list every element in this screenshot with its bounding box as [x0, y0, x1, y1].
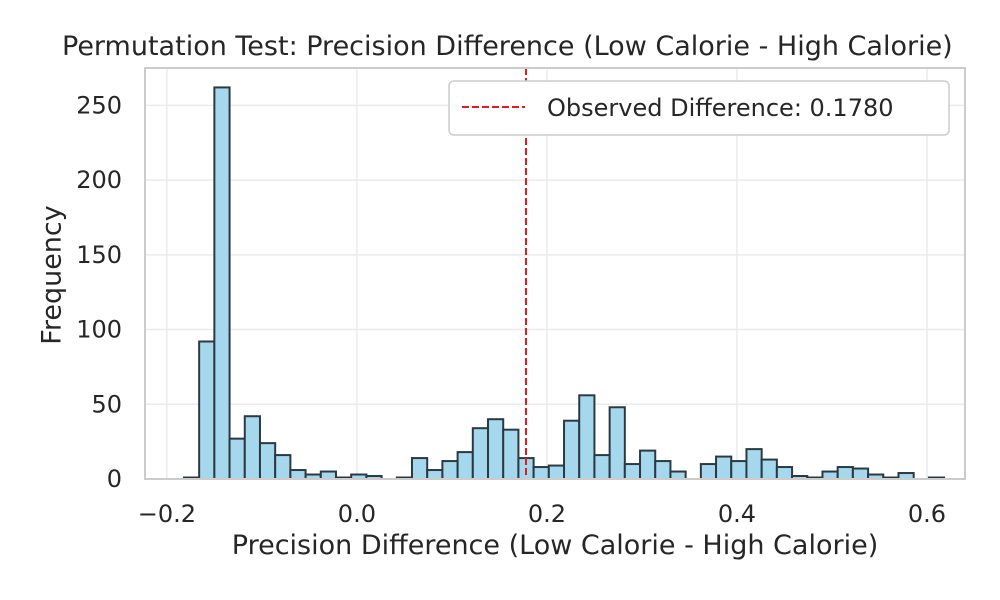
histogram-bar-42	[821, 470, 839, 481]
x-tick-label-0: −0.2	[138, 500, 196, 528]
histogram-bar-32	[669, 470, 687, 481]
histogram-bar-34	[699, 463, 718, 480]
histogram-bar-20	[487, 418, 505, 480]
y-tick-label-0: 0	[107, 465, 122, 493]
y-tick-label-1: 50	[91, 390, 122, 418]
y-tick-label-3: 150	[76, 241, 122, 269]
histogram-bar-38	[760, 458, 778, 481]
histogram-bar-15	[410, 457, 429, 480]
histogram-bar-18	[456, 451, 474, 480]
histogram-bar-4	[243, 415, 261, 481]
y-axis-ticks: 0 50 100 150 200 250	[76, 91, 122, 493]
histogram-bar-3	[228, 437, 246, 481]
plot-frame	[144, 67, 966, 480]
histogram-bar-30	[639, 449, 657, 481]
legend-box	[448, 80, 950, 136]
histogram-bar-27	[593, 454, 611, 481]
histogram-bar-31	[654, 460, 672, 481]
x-tick-label-2: 0.2	[528, 500, 566, 528]
histogram-bar-19	[471, 427, 490, 480]
histogram-bar-2	[213, 86, 231, 481]
histogram-bar-35	[715, 455, 733, 480]
chart-title: Permutation Test: Precision Difference (…	[62, 31, 953, 62]
y-tick-label-4: 200	[76, 166, 122, 194]
legend-label: Observed Difference: 0.1780	[547, 94, 894, 122]
histogram-bar-7	[289, 469, 307, 480]
histogram-bar-28	[608, 406, 626, 480]
x-axis-label: Precision Difference (Low Calorie - High…	[231, 530, 879, 561]
histogram-bar-26	[578, 394, 596, 480]
histogram-bar-24	[547, 464, 566, 481]
x-tick-label-1: 0.0	[338, 500, 376, 528]
x-tick-label-3: 0.4	[718, 500, 756, 528]
histogram-bar-17	[441, 460, 459, 481]
histogram-bar-23	[532, 466, 550, 481]
y-tick-label-2: 100	[76, 316, 122, 344]
histogram-bar-43	[836, 466, 854, 481]
histogram-bar-25	[563, 419, 581, 481]
histogram-bar-9	[319, 470, 337, 481]
x-axis-ticks: −0.2 0.0 0.2 0.4 0.6	[138, 500, 946, 528]
histogram-bar-44	[851, 467, 870, 480]
histogram-bar-36	[730, 460, 748, 481]
histogram-bar-16	[426, 469, 444, 480]
histogram-bar-21	[502, 428, 520, 480]
y-tick-label-5: 250	[76, 91, 122, 119]
legend: Observed Difference: 0.1780	[448, 80, 950, 136]
histogram-bar-5	[258, 442, 277, 481]
histogram-bars	[182, 86, 946, 481]
histogram-bar-39	[775, 466, 794, 481]
x-tick-label-4: 0.6	[908, 500, 946, 528]
histogram-bar-1	[198, 340, 216, 481]
histogram-bar-29	[623, 463, 642, 480]
histogram-bar-37	[745, 448, 763, 481]
histogram-bar-6	[274, 454, 292, 481]
